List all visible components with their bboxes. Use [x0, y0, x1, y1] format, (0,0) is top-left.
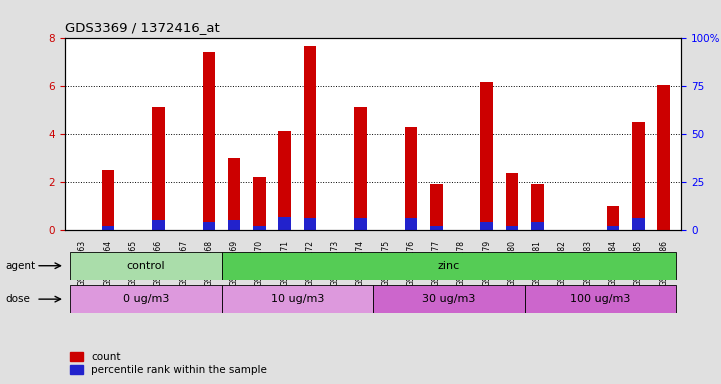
Text: GDS3369 / 1372416_at: GDS3369 / 1372416_at: [65, 21, 220, 34]
Bar: [354, 107, 367, 218]
Bar: [221, 285, 373, 313]
Bar: [373, 285, 525, 313]
Bar: [404, 127, 417, 218]
Legend: count, percentile rank within the sample: count, percentile rank within the sample: [70, 352, 267, 375]
Bar: [70, 285, 221, 313]
Bar: [632, 218, 645, 230]
Text: 10 ug/m3: 10 ug/m3: [270, 294, 324, 304]
Bar: [531, 184, 544, 222]
Bar: [102, 170, 114, 226]
Text: 0 ug/m3: 0 ug/m3: [123, 294, 169, 304]
Bar: [480, 222, 493, 230]
Text: 30 ug/m3: 30 ug/m3: [423, 294, 476, 304]
Bar: [404, 218, 417, 230]
Bar: [354, 218, 367, 230]
Bar: [430, 184, 443, 226]
Bar: [203, 51, 215, 222]
Bar: [430, 226, 443, 230]
Bar: [505, 173, 518, 226]
Bar: [253, 226, 266, 230]
Bar: [304, 218, 317, 230]
Bar: [253, 177, 266, 226]
Text: agent: agent: [6, 261, 36, 271]
Text: dose: dose: [6, 294, 31, 304]
Bar: [278, 217, 291, 230]
Bar: [70, 252, 221, 280]
Bar: [658, 85, 670, 230]
Bar: [632, 122, 645, 218]
Bar: [531, 222, 544, 230]
Text: zinc: zinc: [438, 261, 460, 271]
Bar: [607, 206, 619, 226]
Text: 100 ug/m3: 100 ug/m3: [570, 294, 631, 304]
Bar: [152, 220, 164, 230]
Bar: [525, 285, 676, 313]
Bar: [607, 226, 619, 230]
Bar: [304, 46, 317, 218]
Bar: [152, 107, 164, 220]
Bar: [203, 222, 215, 230]
Bar: [505, 226, 518, 230]
Bar: [102, 226, 114, 230]
Bar: [480, 82, 493, 222]
Bar: [278, 131, 291, 217]
Text: control: control: [126, 261, 165, 271]
Bar: [228, 220, 241, 230]
Bar: [228, 158, 241, 220]
Bar: [221, 252, 676, 280]
